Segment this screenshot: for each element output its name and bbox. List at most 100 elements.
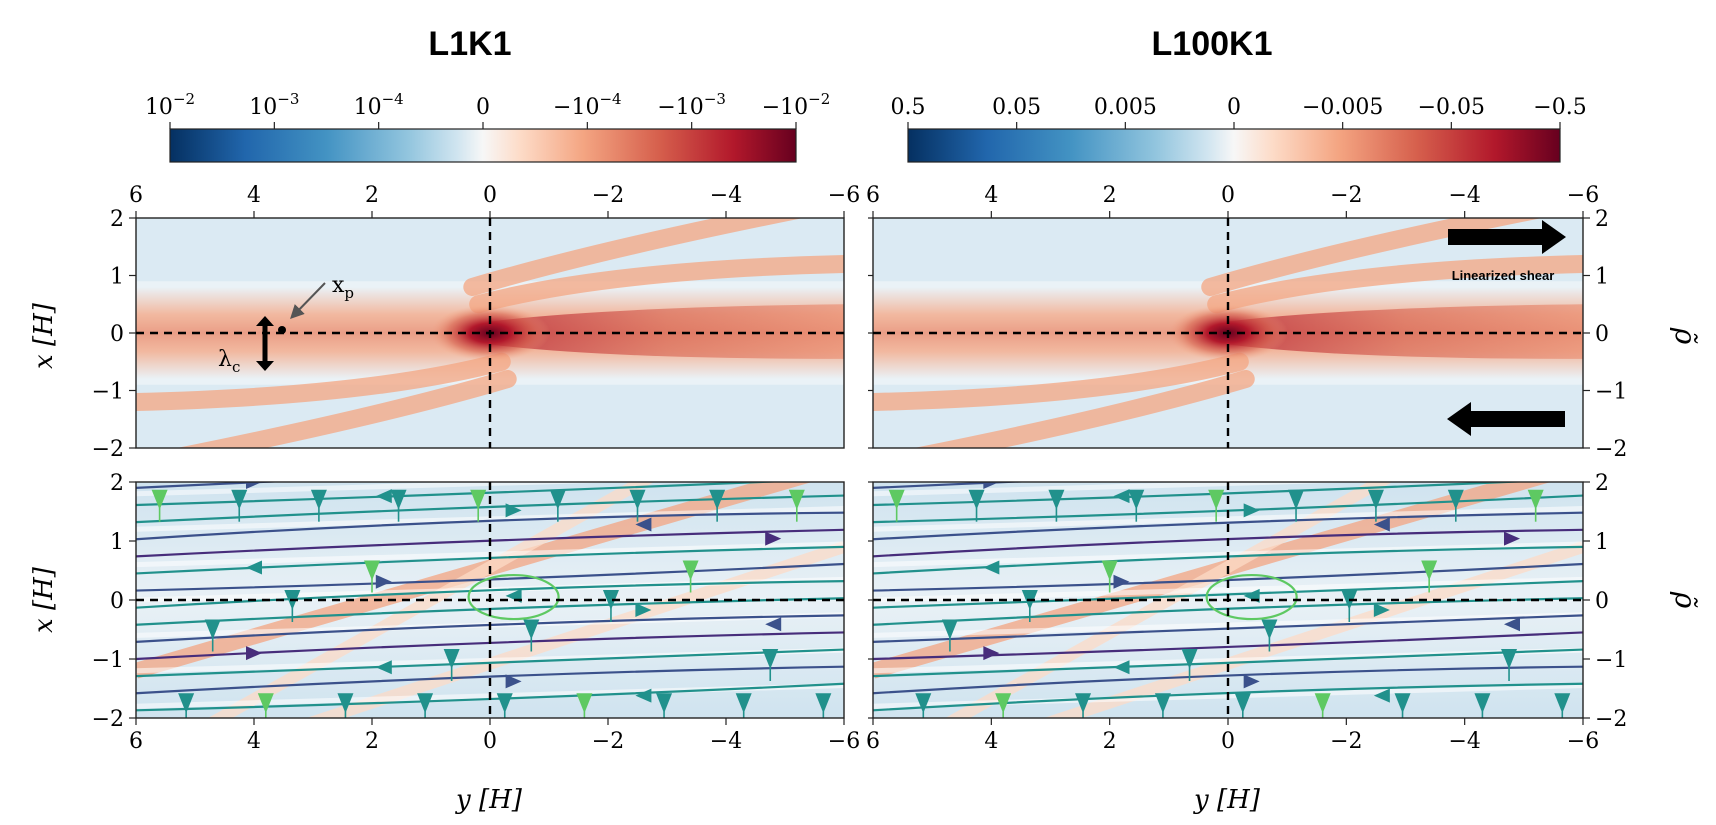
ytick-label: 1 xyxy=(110,530,124,555)
ytick-label: 2 xyxy=(110,471,124,496)
streamline-arrow xyxy=(1373,603,1390,618)
streamline-arrow xyxy=(505,503,522,518)
streamline-marker xyxy=(788,489,805,510)
ytick-right-label: −2 xyxy=(1595,707,1627,732)
xtick-label: −2 xyxy=(1330,729,1362,754)
xtick-label: −6 xyxy=(828,183,860,208)
right-label-top: ρ̃ xyxy=(1669,327,1702,345)
streamline-marker xyxy=(470,489,487,510)
xtick-label: −6 xyxy=(828,729,860,754)
xtick-label: 4 xyxy=(984,183,998,208)
field-wake xyxy=(1228,304,1583,359)
streamline xyxy=(873,511,1583,541)
ytick-right-label: 1 xyxy=(1595,265,1609,290)
streamline-marker xyxy=(390,489,407,510)
streamline-arrow xyxy=(1113,489,1130,504)
streamline-marker xyxy=(549,489,566,510)
field-spiral-arm xyxy=(176,370,517,448)
streamline-arrow xyxy=(635,688,652,703)
colorbar-tick-label: 0 xyxy=(476,95,490,120)
xtick-label: 6 xyxy=(866,183,880,208)
xtick-label: 0 xyxy=(1221,729,1235,754)
colorbar-tick-label: 10−3 xyxy=(249,90,299,120)
streamline-marker xyxy=(1421,560,1438,581)
streamline xyxy=(873,665,1583,695)
shear-annotation: Linearized shear xyxy=(1447,220,1566,436)
lambda-arrow-up xyxy=(256,316,274,326)
streamline-marker xyxy=(1501,649,1518,669)
ytick-right-label: 2 xyxy=(1595,471,1609,496)
ytick-right-label: 0 xyxy=(1595,322,1609,347)
streamline-arrow xyxy=(1113,574,1130,589)
streamline-marker xyxy=(1128,489,1145,510)
streamline-marker xyxy=(1367,489,1384,510)
streamline-arrow xyxy=(1504,617,1520,632)
streamline-marker xyxy=(178,693,195,714)
streamline-arrow xyxy=(505,674,522,689)
streamline-arrow xyxy=(1373,517,1390,532)
field-spiral-arm xyxy=(873,352,1249,411)
streamline-marker xyxy=(1154,693,1171,714)
streamline-arrow xyxy=(983,646,1000,661)
colorbar-tick-label: 0.005 xyxy=(1094,95,1157,120)
field-light-stripe xyxy=(873,506,1583,532)
xtick-label: −4 xyxy=(1448,183,1480,208)
xp-annotation: xp xyxy=(290,273,354,320)
xtick-label: 0 xyxy=(483,183,497,208)
streamline-marker xyxy=(337,693,354,714)
ylabel-bottom: x [H] xyxy=(29,566,59,633)
colorbar-left: 10−2 10−3 10−4 0 −10−4 −10−3 −10−2 xyxy=(145,90,830,163)
streamline-arrow xyxy=(246,560,262,575)
streamline-arrow xyxy=(765,531,782,546)
streamline-arrow xyxy=(1373,688,1390,703)
xtick-label: 2 xyxy=(1103,183,1117,208)
xtick-label: −6 xyxy=(1567,183,1599,208)
streamline-marker xyxy=(888,489,905,510)
streamline xyxy=(873,580,1583,609)
planet-marker xyxy=(278,326,286,334)
xtick-label: −2 xyxy=(1330,183,1362,208)
field-light-stripe xyxy=(136,506,844,532)
xtick-label: 4 xyxy=(984,729,998,754)
lambda-label: λc xyxy=(218,347,240,376)
streamline-arrow xyxy=(983,560,1000,575)
shear-arrow-right xyxy=(1448,220,1566,254)
xp-label: xp xyxy=(332,273,354,302)
ytick-right-label: 2 xyxy=(1595,207,1609,232)
streamline-arrow xyxy=(635,517,652,532)
xtick-label: 4 xyxy=(247,183,261,208)
colorbar-tick-label: 0.5 xyxy=(891,95,926,120)
streamline-marker xyxy=(1101,560,1118,581)
streamline-marker xyxy=(1234,693,1251,714)
xtick-label: −2 xyxy=(592,183,624,208)
streamline-arrow xyxy=(375,660,392,675)
colorbar-tick-label: 10−2 xyxy=(145,90,195,120)
streamline-arrow xyxy=(1243,674,1260,689)
streamline-marker xyxy=(995,693,1012,714)
streamline xyxy=(136,648,844,678)
streamline-arrow xyxy=(1113,660,1130,675)
streamline-arrow xyxy=(246,646,262,661)
colorbar-tick-label: −0.005 xyxy=(1302,95,1383,120)
streamline-arrow xyxy=(1504,531,1520,546)
horseshoe-loop xyxy=(1205,573,1298,621)
xtick-label: 2 xyxy=(365,183,379,208)
streamline xyxy=(136,562,844,592)
streamline-arrow xyxy=(1243,503,1260,518)
streamline-marker xyxy=(915,693,932,714)
ytick-right-label: −1 xyxy=(1595,648,1627,673)
colorbar-tick-label: 10−4 xyxy=(354,90,404,120)
streamline xyxy=(136,494,844,524)
lambda-arrow-down xyxy=(256,361,274,371)
ytick-right-label: 0 xyxy=(1595,589,1609,614)
streamline xyxy=(136,511,844,541)
xtick-label: 6 xyxy=(129,183,143,208)
streamline-marker xyxy=(1288,489,1305,510)
streamline xyxy=(136,665,844,695)
streamline-arrow xyxy=(765,617,782,632)
xlabel-left: y [H] xyxy=(455,785,523,815)
streamline-marker xyxy=(1554,693,1571,714)
field-light-stripe xyxy=(873,576,1583,603)
